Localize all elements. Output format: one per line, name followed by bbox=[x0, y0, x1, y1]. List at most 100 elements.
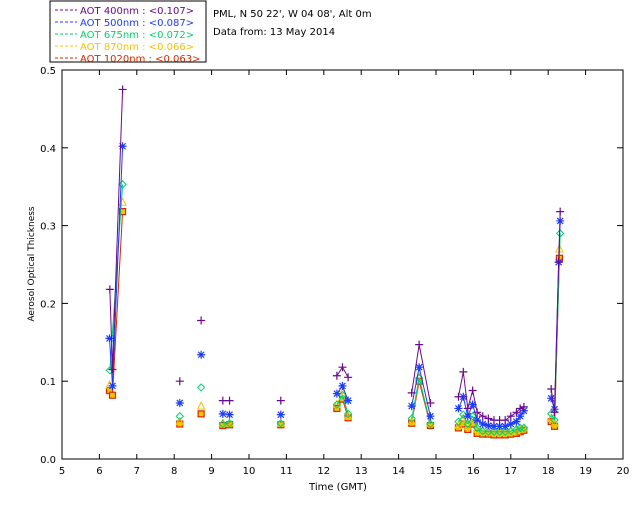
series-segment bbox=[336, 366, 343, 377]
data-point bbox=[489, 427, 499, 436]
data-point bbox=[515, 423, 525, 433]
series-segment bbox=[108, 338, 113, 386]
data-point bbox=[196, 400, 206, 410]
data-point bbox=[175, 412, 185, 421]
data-point bbox=[407, 388, 416, 397]
data-point bbox=[197, 410, 205, 418]
data-point bbox=[426, 419, 435, 429]
data-point bbox=[332, 371, 341, 380]
data-point bbox=[495, 422, 504, 431]
x-tick-label: 6 bbox=[96, 466, 102, 477]
series-segment bbox=[458, 414, 464, 422]
data-point bbox=[118, 85, 127, 94]
site-info: PML, N 50 22', W 04 08', Alt 0m bbox=[213, 9, 372, 20]
y-tick-label: 0.2 bbox=[40, 299, 56, 310]
data-point bbox=[105, 285, 114, 294]
data-point bbox=[484, 414, 493, 423]
series-segment bbox=[558, 211, 561, 263]
series-segment bbox=[336, 394, 343, 405]
data-point bbox=[458, 414, 468, 424]
x-tick-label: 5 bbox=[59, 466, 65, 477]
y-tick-label: 0.0 bbox=[40, 455, 56, 466]
data-point bbox=[463, 404, 472, 413]
data-point bbox=[478, 412, 487, 421]
data-point bbox=[407, 402, 416, 411]
data-point bbox=[338, 363, 347, 372]
series-segment bbox=[462, 371, 469, 409]
series-segment bbox=[342, 385, 349, 401]
series-segment bbox=[504, 415, 512, 421]
data-point bbox=[344, 396, 353, 405]
series-segment bbox=[411, 377, 420, 419]
x-tick-label: 17 bbox=[504, 466, 517, 477]
x-tick-label: 10 bbox=[243, 466, 256, 477]
data-point bbox=[489, 422, 498, 431]
series-segment bbox=[472, 390, 478, 413]
data-point bbox=[197, 350, 206, 359]
data-point bbox=[218, 396, 227, 405]
x-tick-label: 15 bbox=[430, 466, 443, 477]
data-point bbox=[519, 402, 528, 411]
data-point bbox=[196, 383, 206, 392]
data-point bbox=[108, 365, 117, 374]
data-point bbox=[459, 392, 468, 401]
data-point bbox=[506, 412, 515, 421]
legend-entry: AOT 400nm : <0.107> bbox=[80, 6, 194, 17]
data-point bbox=[426, 398, 435, 407]
series-segment bbox=[462, 396, 469, 417]
data-point bbox=[276, 410, 285, 419]
series-segment bbox=[467, 390, 474, 409]
data-point bbox=[426, 412, 435, 421]
data-point bbox=[484, 421, 493, 430]
legend-entry: AOT 500nm : <0.087> bbox=[80, 18, 194, 29]
data-point bbox=[225, 419, 234, 428]
data-point bbox=[105, 334, 114, 343]
x-tick-label: 13 bbox=[355, 466, 368, 477]
series-segment bbox=[467, 404, 474, 417]
data-point bbox=[478, 419, 487, 428]
y-tick-label: 0.1 bbox=[40, 377, 56, 388]
series-3 bbox=[105, 197, 564, 437]
data-point bbox=[506, 419, 515, 428]
series-segment bbox=[342, 366, 349, 378]
x-tick-label: 11 bbox=[280, 466, 293, 477]
data-point bbox=[463, 412, 472, 421]
data-point bbox=[516, 412, 525, 421]
data-point bbox=[454, 404, 463, 413]
axes: 5 6 7 8 9 10 11 12 13 14 15 16 17 18 19 20 0.0 0.1 0.2 0.3 0… bbox=[40, 66, 629, 477]
series-segment bbox=[550, 413, 555, 421]
data-point bbox=[225, 410, 234, 419]
data-point bbox=[108, 391, 117, 399]
data-point bbox=[478, 426, 487, 436]
y-axis-label: Aerosol Optical Thickness bbox=[27, 206, 37, 322]
data-point bbox=[512, 425, 521, 434]
y-tick-label: 0.3 bbox=[40, 222, 56, 233]
data-point bbox=[276, 419, 285, 428]
data-point bbox=[454, 392, 463, 401]
x-tick-label: 19 bbox=[579, 466, 592, 477]
data-point bbox=[512, 408, 521, 417]
data-point bbox=[472, 423, 482, 433]
data-point bbox=[550, 415, 559, 425]
x-axis-label: Time (GMT) bbox=[308, 482, 367, 493]
data-point bbox=[454, 420, 463, 430]
data-point bbox=[463, 419, 472, 429]
series-segment bbox=[109, 289, 113, 370]
data-point bbox=[344, 373, 353, 382]
x-tick-label: 18 bbox=[542, 466, 555, 477]
series-2 bbox=[105, 180, 565, 436]
x-tick-label: 14 bbox=[392, 466, 405, 477]
x-tick-label: 16 bbox=[467, 466, 480, 477]
data-point bbox=[519, 423, 529, 433]
data-point bbox=[501, 416, 510, 425]
data-point bbox=[547, 384, 556, 393]
data-point bbox=[118, 142, 127, 151]
data-point bbox=[407, 414, 416, 423]
data-point bbox=[512, 417, 521, 426]
data-point bbox=[547, 394, 556, 403]
data-point bbox=[175, 398, 184, 407]
series-0 bbox=[105, 85, 565, 425]
x-tick-label: 12 bbox=[317, 466, 330, 477]
series-segment bbox=[111, 89, 124, 370]
